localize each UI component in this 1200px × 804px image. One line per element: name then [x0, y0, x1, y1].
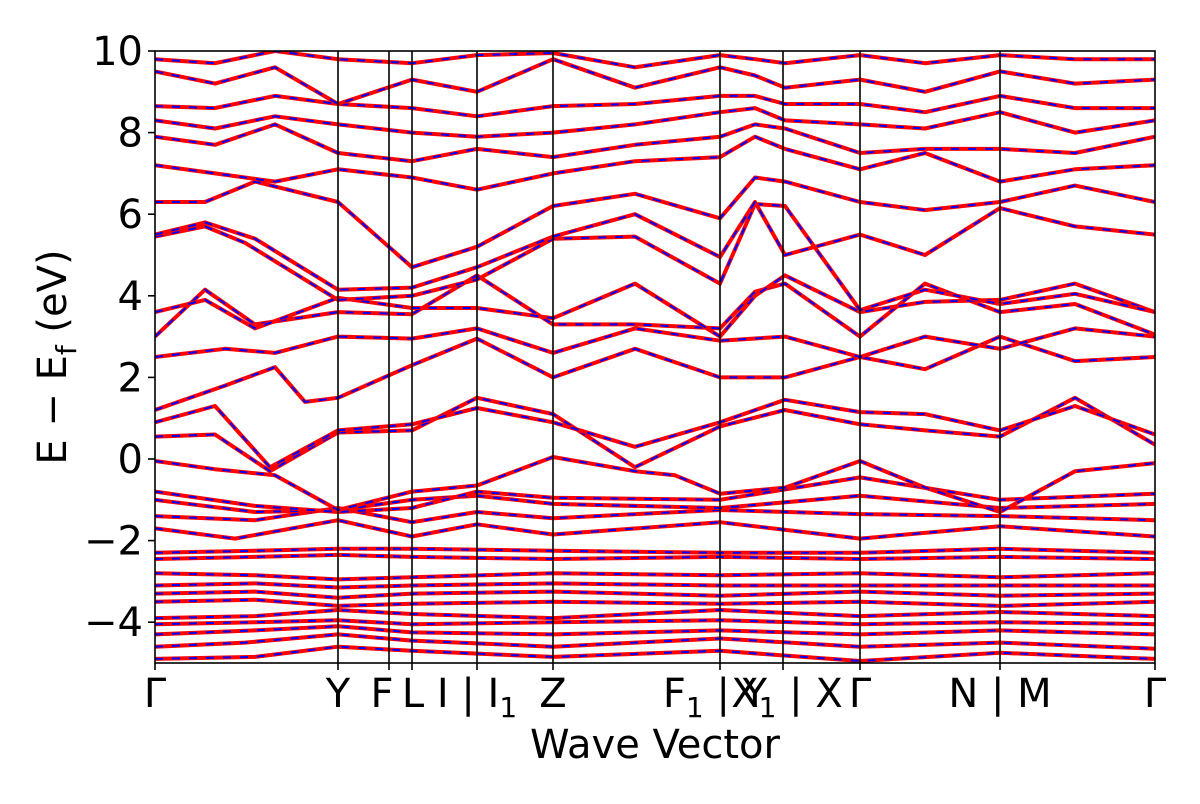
y-tick-label-4: 4	[118, 274, 143, 320]
band-line-dashed-15	[155, 456, 1155, 513]
band-line-dashed-30	[155, 51, 1155, 69]
x-tick-label-3: L	[402, 671, 425, 717]
y-axis-label-subscript: f	[50, 344, 83, 355]
band-line-21	[155, 273, 1155, 339]
band-line-19	[155, 326, 1155, 359]
band-line-dashed-20	[155, 274, 1155, 338]
band-line-dashed-14	[155, 476, 1155, 513]
x-tick-label-9: N | M	[948, 671, 1051, 717]
x-tick-label-2: F	[370, 671, 393, 717]
bands-layer	[155, 51, 1155, 663]
x-tick-label-0: Γ	[144, 671, 167, 717]
plot-frame	[154, 50, 1156, 664]
band-line-dashed-17	[155, 398, 1155, 469]
band-line-dashed-25	[155, 135, 1155, 191]
y-tick-label-2: 0	[118, 437, 143, 483]
band-line-15	[155, 455, 1155, 514]
y-tick-label-0: −4	[84, 600, 143, 646]
band-line-dashed-27	[155, 107, 1155, 138]
band-line-30	[155, 51, 1155, 70]
band-line-dashed-1	[155, 633, 1155, 650]
y-axis-label-unit: (eV)	[30, 249, 76, 345]
band-line-dashed-21	[155, 274, 1155, 338]
y-axis-label: E − Ef (eV)	[30, 249, 83, 464]
band-line-dashed-29	[155, 58, 1155, 105]
x-tick-label-10: Γ	[1144, 671, 1167, 717]
y-tick-label-3: 2	[118, 355, 143, 401]
band-line-dashed-18	[155, 335, 1155, 411]
y-tick-label-5: 6	[118, 192, 143, 238]
y-tick-label-6: 8	[118, 111, 143, 157]
x-tick-label-4: I | I1	[437, 671, 517, 724]
band-line-27	[155, 106, 1155, 139]
band-line-dashed-11	[155, 519, 1155, 540]
band-line-dashed-13	[155, 494, 1155, 513]
x-tick-label-8: Γ	[849, 671, 872, 717]
band-line-dashed-26	[155, 123, 1155, 163]
band-line-dashed-19	[155, 327, 1155, 358]
y-axis-ticks: −4 −2 0 2 4 6 8 10	[84, 29, 155, 646]
x-axis-label: Wave Vector	[530, 722, 781, 768]
band-line-16	[155, 395, 1155, 474]
x-tick-label-6: F1 | Y	[663, 671, 768, 724]
x-tick-label-7: X1 | X	[731, 671, 843, 724]
band-line-dashed-12	[155, 507, 1155, 524]
band-line-11	[155, 518, 1155, 541]
x-tick-label-1: Y	[325, 671, 351, 717]
x-tick-label-5: Z	[539, 671, 566, 717]
band-line-24	[155, 175, 1155, 270]
y-axis-label-main: E − E	[30, 355, 76, 465]
band-line-dashed-22	[155, 203, 1155, 314]
high-symmetry-lines	[337, 51, 1001, 663]
band-line-dashed-23	[155, 201, 1155, 291]
y-tick-label-7: 10	[92, 29, 143, 75]
band-line-20	[155, 273, 1155, 339]
y-tick-label-1: −2	[84, 519, 143, 565]
band-line-dashed-28	[155, 94, 1155, 118]
